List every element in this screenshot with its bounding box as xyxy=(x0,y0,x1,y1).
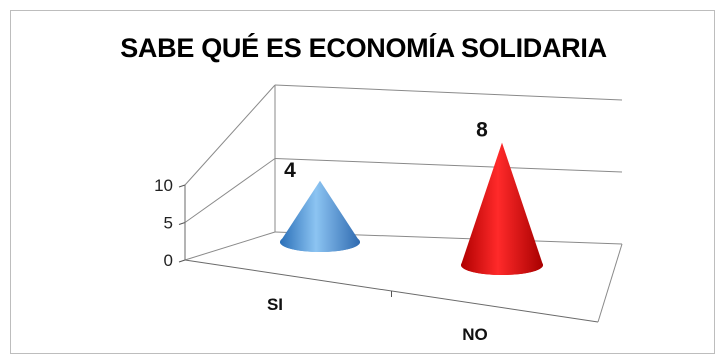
y-tick-label: 10 xyxy=(154,176,173,195)
gridline-back xyxy=(274,84,623,101)
cone-no xyxy=(461,142,543,275)
gridline-side xyxy=(184,158,276,223)
y-tick-label: 0 xyxy=(164,251,173,270)
gridline-back xyxy=(274,158,623,173)
gridline-side xyxy=(184,84,276,186)
data-label-si: 4 xyxy=(284,159,296,182)
y-tick-mark xyxy=(178,184,186,188)
y-tick-label: 5 xyxy=(164,214,173,233)
chart-frame xyxy=(10,10,715,354)
floor-right-edge xyxy=(597,243,623,323)
y-tick-mark xyxy=(178,259,186,263)
x-tick-label-no: NO xyxy=(462,325,488,344)
y-tick-mark xyxy=(178,222,186,225)
x-tick-label-si: SI xyxy=(267,295,283,314)
cone-body xyxy=(280,180,360,252)
chart-title: SABE QUÉ ES ECONOMÍA SOLIDARIA xyxy=(120,33,607,63)
cone-si xyxy=(280,180,360,252)
data-label-no: 8 xyxy=(476,119,488,142)
gridline-side xyxy=(184,231,276,261)
cone-body xyxy=(461,142,543,275)
